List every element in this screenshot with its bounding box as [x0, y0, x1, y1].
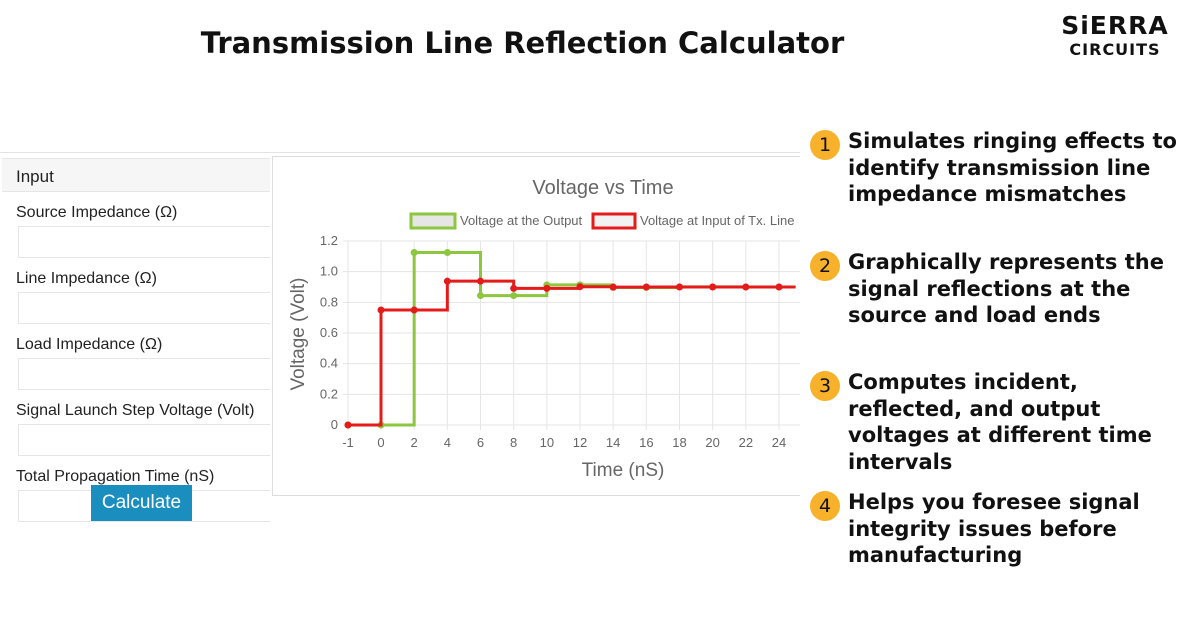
- signal-step-voltage-input[interactable]: [18, 424, 270, 456]
- feature-text: Helps you foresee signal integrity issue…: [848, 490, 1140, 567]
- chart-ticks: -1 0 2 4 6 8 10 12 14 16 18 20 22 2400.20.40.60.81.01…: [320, 233, 786, 450]
- logo-sub-text: CIRCUITS: [1069, 40, 1161, 59]
- feature-text: Computes incident, reflected, and output…: [848, 370, 1152, 474]
- chart-legend: Voltage at the Output Voltage at Input o…: [409, 212, 794, 230]
- voltage-time-chart: Voltage vs Time Voltage at the Output Vo…: [272, 156, 800, 496]
- data-point[interactable]: [443, 277, 451, 285]
- x-tick-label: 0: [377, 435, 384, 450]
- legend-swatch-output[interactable]: [409, 212, 457, 230]
- feature-number-badge: 1: [810, 130, 840, 160]
- calculator-panel: Input Source Impedance (Ω) Line Impedanc…: [0, 152, 800, 532]
- y-tick-label: 1.0: [320, 264, 338, 279]
- logo-main-text: SiERRA: [1061, 11, 1169, 40]
- input-panel: Input Source Impedance (Ω) Line Impedanc…: [2, 158, 270, 533]
- x-tick-label: 20: [705, 435, 719, 450]
- x-tick-label: 24: [772, 435, 786, 450]
- x-tick-label: 10: [540, 435, 554, 450]
- data-point[interactable]: [410, 249, 418, 256]
- data-point[interactable]: [775, 283, 783, 291]
- feature-number-badge: 2: [810, 251, 840, 281]
- chart-series: [344, 249, 796, 429]
- line-impedance-label: Line Impedance (Ω): [16, 270, 157, 287]
- sierra-circuits-logo: SiERRA CIRCUITS: [1040, 12, 1190, 64]
- feature-number-badge: 4: [810, 491, 840, 521]
- x-tick-label: 2: [411, 435, 418, 450]
- signal-step-voltage-label: Signal Launch Step Voltage (Volt): [16, 402, 255, 419]
- y-tick-label: 0: [331, 417, 338, 432]
- x-tick-label: 12: [573, 435, 587, 450]
- y-tick-label: 0.8: [320, 294, 338, 309]
- y-tick-label: 0.2: [320, 386, 338, 401]
- x-tick-label: 4: [444, 435, 451, 450]
- source-impedance-label: Source Impedance (Ω): [16, 204, 178, 221]
- legend-label-input[interactable]: Voltage at Input of Tx. Line: [640, 213, 794, 228]
- load-impedance-input[interactable]: [18, 358, 270, 390]
- source-impedance-input[interactable]: [18, 226, 270, 258]
- chart-svg: Voltage vs Time Voltage at the Output Vo…: [288, 177, 800, 481]
- data-point[interactable]: [410, 306, 418, 314]
- chart-title: Voltage vs Time: [532, 177, 673, 199]
- data-point[interactable]: [709, 283, 717, 291]
- input-panel-heading: Input: [2, 158, 270, 192]
- data-point[interactable]: [510, 284, 518, 292]
- feature-text: Graphically represents the signal reflec…: [848, 250, 1164, 327]
- data-point[interactable]: [676, 283, 683, 291]
- calculate-button[interactable]: Calculate: [91, 485, 192, 521]
- y-axis-label: Voltage (Volt): [288, 277, 309, 390]
- data-point[interactable]: [377, 306, 385, 314]
- data-point[interactable]: [543, 284, 551, 292]
- data-point[interactable]: [477, 277, 484, 285]
- x-tick-label: -1: [342, 435, 354, 450]
- feature-text: Simulates ringing effects to identify tr…: [848, 129, 1177, 206]
- data-point[interactable]: [642, 283, 650, 291]
- load-impedance-label: Load Impedance (Ω): [16, 336, 163, 353]
- legend-swatch-input[interactable]: [591, 212, 637, 230]
- data-point[interactable]: [609, 283, 617, 291]
- x-tick-label: 14: [606, 435, 620, 450]
- data-point[interactable]: [477, 292, 484, 300]
- legend-label-output[interactable]: Voltage at the Output: [460, 213, 583, 228]
- y-tick-label: 0.6: [320, 325, 338, 340]
- x-tick-label: 6: [477, 435, 484, 450]
- y-tick-label: 1.2: [320, 233, 338, 248]
- x-tick-label: 18: [672, 435, 686, 450]
- x-tick-label: 22: [739, 435, 753, 450]
- series-line-0: [348, 251, 796, 427]
- data-point[interactable]: [510, 292, 518, 300]
- x-tick-label: 16: [639, 435, 653, 450]
- data-point[interactable]: [742, 283, 750, 291]
- data-point[interactable]: [344, 421, 352, 429]
- feature-number-badge: 3: [810, 371, 840, 401]
- chart-grid: [343, 240, 800, 430]
- x-tick-label: 8: [510, 435, 517, 450]
- page-title: Transmission Line Reflection Calculator: [200, 26, 845, 60]
- data-point[interactable]: [443, 249, 451, 256]
- y-tick-label: 0.4: [320, 356, 338, 371]
- total-propagation-time-label: Total Propagation Time (nS): [16, 468, 215, 485]
- x-axis-label: Time (nS): [582, 460, 665, 481]
- line-impedance-input[interactable]: [18, 292, 270, 324]
- data-point[interactable]: [576, 283, 584, 291]
